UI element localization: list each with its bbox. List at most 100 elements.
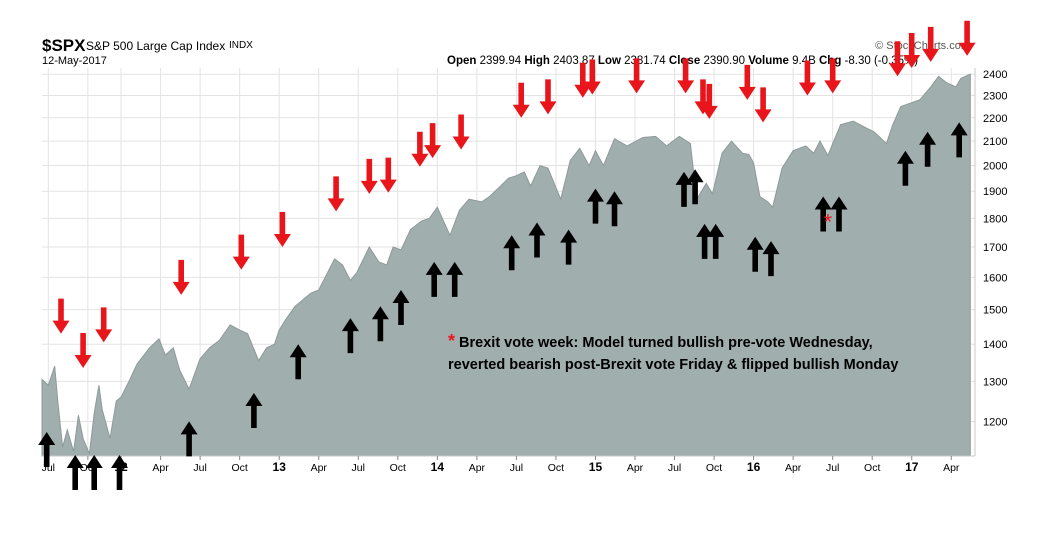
- bullish-arrow: [686, 169, 704, 205]
- bullish-arrow: [446, 261, 464, 297]
- bearish-arrow: [677, 58, 695, 94]
- bullish-arrow: [762, 241, 780, 277]
- bearish-arrow: [628, 58, 646, 94]
- chart-date: 12-May-2017: [42, 55, 107, 67]
- annotation-line-2: reverted bearish post-Brexit vote Friday…: [448, 357, 899, 373]
- bearish-arrow: [889, 41, 906, 77]
- brexit-annotation: * Brexit vote week: Model turned bullish…: [448, 330, 968, 376]
- bearish-arrow: [903, 33, 921, 68]
- open-label: Open: [447, 55, 477, 67]
- bullish-arrow: [111, 455, 128, 490]
- bearish-arrow: [411, 131, 429, 167]
- x-tick-label: Jul: [668, 462, 681, 474]
- y-tick-label: 1800: [983, 213, 1007, 225]
- y-tick-label: 2300: [983, 91, 1007, 103]
- bearish-arrow: [95, 307, 113, 343]
- bearish-arrow: [273, 212, 291, 247]
- bullish-arrow: [587, 188, 604, 224]
- bearish-arrow: [52, 298, 70, 334]
- bearish-arrow: [738, 64, 756, 100]
- y-tick-label: 1900: [983, 186, 1007, 198]
- bullish-signals: [38, 122, 968, 490]
- bearish-arrow: [327, 176, 345, 212]
- bullish-arrow: [950, 122, 968, 158]
- bearish-arrow: [798, 60, 816, 96]
- bearish-arrow: [754, 87, 772, 123]
- bearish-arrow: [512, 82, 530, 118]
- bearish-arrow: [74, 333, 92, 368]
- bearish-arrow: [922, 26, 940, 62]
- y-tick-label: 1600: [983, 272, 1007, 284]
- open-value: 2399.94: [479, 55, 522, 67]
- low-label: Low: [597, 55, 621, 67]
- x-tick-label: Apr: [785, 462, 802, 474]
- x-tick-label: Oct: [548, 462, 564, 474]
- x-axis: JulOct12AprJulOct13AprJulOct14AprJulOct1…: [42, 456, 960, 474]
- x-tick-label: 17: [905, 460, 919, 474]
- x-tick-label: Oct: [231, 462, 247, 474]
- bullish-arrow: [606, 191, 623, 227]
- bearish-arrow: [232, 234, 250, 270]
- x-tick-label: Apr: [627, 462, 644, 474]
- bullish-arrow: [85, 455, 103, 490]
- y-tick-label: 1300: [983, 376, 1007, 388]
- bullish-arrow: [341, 318, 359, 354]
- bearish-arrow: [452, 114, 470, 150]
- bearish-arrow: [824, 58, 842, 94]
- x-tick-label: 15: [589, 460, 603, 474]
- bearish-arrow: [424, 123, 442, 159]
- x-tick-label: Jul: [352, 462, 365, 474]
- x-tick-label: Jul: [193, 462, 206, 474]
- bullish-arrow: [707, 223, 725, 259]
- bearish-signals: [52, 20, 976, 368]
- bullish-arrow: [425, 261, 443, 297]
- x-tick-label: 13: [273, 460, 287, 474]
- x-tick-label: Apr: [943, 462, 960, 474]
- bearish-arrow: [583, 59, 601, 95]
- index-type: INDX: [229, 40, 253, 51]
- high-label: High: [524, 55, 550, 67]
- x-tick-label: Oct: [864, 462, 880, 474]
- bearish-arrow: [379, 157, 397, 193]
- ticker-symbol: $SPX: [42, 36, 86, 55]
- bullish-arrow: [38, 432, 56, 467]
- bullish-arrow: [371, 306, 389, 342]
- bullish-arrow: [814, 196, 832, 232]
- x-tick-label: 14: [431, 460, 445, 474]
- bullish-arrow: [528, 222, 546, 258]
- y-tick-label: 2200: [983, 113, 1007, 125]
- bullish-arrow: [830, 196, 848, 232]
- bearish-arrow: [700, 83, 718, 119]
- x-tick-label: Apr: [152, 462, 169, 474]
- y-axis: 1200 1300 1400 1500 1600 1700 1800 1900 2000 2100…: [983, 69, 1007, 428]
- y-tick-label: 1500: [983, 305, 1007, 317]
- close-value: 2390.90: [703, 55, 746, 67]
- bullish-arrow: [503, 235, 521, 271]
- volume-label: Volume: [748, 55, 789, 67]
- bearish-arrow: [172, 259, 190, 295]
- y-tick-label: 2000: [983, 161, 1007, 173]
- bullish-arrow: [180, 421, 198, 457]
- bullish-arrow: [560, 229, 578, 265]
- y-tick-label: 1400: [983, 339, 1007, 351]
- bullish-arrow: [746, 236, 764, 272]
- bullish-arrow: [919, 131, 937, 167]
- bullish-arrow: [392, 290, 410, 325]
- x-tick-label: Jul: [826, 462, 839, 474]
- y-tick-label: 2400: [983, 69, 1007, 81]
- brexit-event-marker: *: [824, 210, 833, 235]
- bearish-arrow: [539, 79, 557, 115]
- x-tick-label: 16: [747, 460, 761, 474]
- x-tick-label: Apr: [311, 462, 328, 474]
- x-tick-label: Jul: [510, 462, 523, 474]
- bullish-arrow: [66, 455, 84, 490]
- x-tick-label: Oct: [706, 462, 722, 474]
- y-tick-label: 2100: [983, 136, 1007, 148]
- bearish-arrow: [360, 158, 378, 194]
- x-tick-label: Oct: [390, 462, 406, 474]
- annotation-star: *: [448, 331, 456, 351]
- bullish-arrow: [289, 344, 307, 380]
- bearish-arrow: [574, 62, 592, 98]
- x-tick-label: Apr: [469, 462, 486, 474]
